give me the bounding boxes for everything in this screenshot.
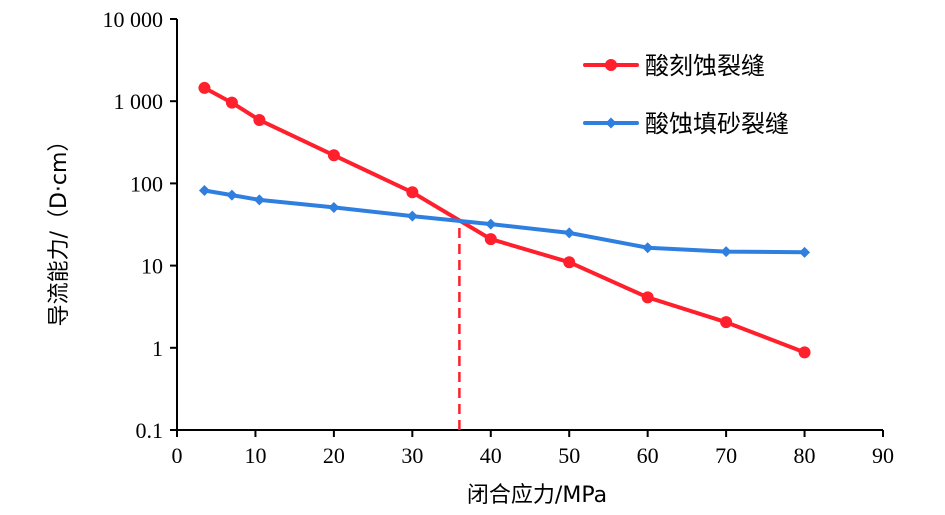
x-tick-label: 90 [872,443,894,468]
data-point [406,210,418,222]
x-axis-ticks: 0 10 20 30 40 50 60 70 80 90 [172,430,894,468]
series-layer [198,81,811,359]
data-point [642,242,654,254]
series-line [202,188,807,255]
data-point [253,194,265,206]
data-point [484,233,497,246]
data-point [641,291,654,304]
y-axis-ticks: 0.1 1 10 100 1 000 10 000 [103,7,177,443]
x-tick-label: 20 [323,443,345,468]
data-point [485,218,497,230]
y-tick-label: 10 [141,254,163,279]
y-tick-label: 0.1 [136,418,164,443]
y-tick-label: 10 000 [103,7,164,32]
series-line [202,85,807,355]
data-point [563,227,575,239]
y-tick-label: 1 000 [114,89,164,114]
legend-marker [605,59,617,71]
x-tick-label: 50 [558,443,580,468]
series-2 [198,184,811,258]
x-tick-label: 10 [244,443,266,468]
data-point [328,201,340,213]
data-point [253,114,266,127]
x-tick-label: 60 [637,443,659,468]
data-point [798,346,811,359]
legend-label: 酸蚀填砂裂缝 [645,110,789,138]
y-tick-label: 1 [152,336,163,361]
data-point [327,149,340,162]
y-axis-title: 导流能力/（D·cm） [47,130,72,327]
data-point [198,184,210,196]
series-1 [198,81,811,359]
data-point [720,246,732,258]
x-tick-label: 0 [172,443,183,468]
legend-label: 酸刻蚀裂缝 [645,52,765,80]
y-tick-label: 100 [130,171,163,196]
x-tick-label: 30 [401,443,423,468]
data-point [720,316,733,329]
x-tick-label: 70 [715,443,737,468]
legend-item: 酸蚀填砂裂缝 [583,110,789,138]
data-point [563,256,576,269]
legend-marker [605,117,617,129]
data-point [799,246,811,258]
data-point [225,96,238,109]
x-axis-title: 闭合应力/MPa [467,483,607,508]
legend-item: 酸刻蚀裂缝 [583,52,765,80]
x-tick-label: 80 [794,443,816,468]
data-point [406,186,419,199]
data-point [226,189,238,201]
data-point [198,81,211,94]
x-tick-label: 40 [480,443,502,468]
plot-area: 0 10 20 30 40 50 60 70 80 90 0.1 1 10 100 1 000 10 000 [103,7,895,468]
